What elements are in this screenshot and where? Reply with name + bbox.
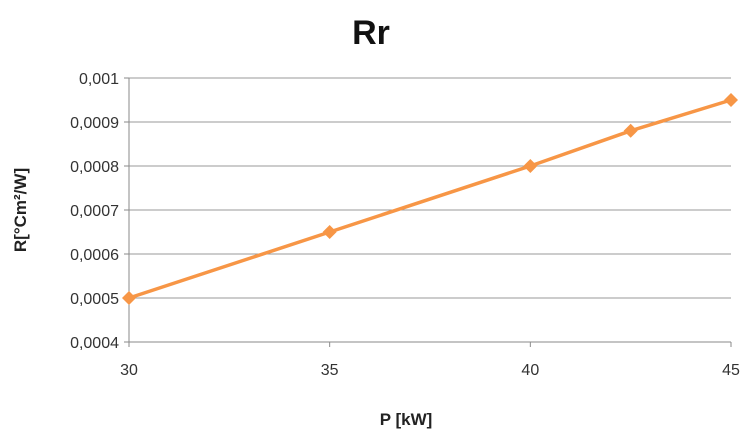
y-tick-label: 0,0006 (70, 247, 119, 264)
data-point-marker (122, 291, 136, 305)
data-point-marker (724, 93, 738, 107)
y-tick-labels: 0,0004 0,0005 0,0006 0,0007 0,0008 0,0009 0,00… (70, 71, 119, 352)
y-tick-label: 0,0009 (70, 115, 119, 132)
axes (124, 77, 732, 347)
series-group (122, 93, 738, 305)
x-tick-label: 40 (521, 362, 539, 379)
x-tick-label: 45 (722, 362, 740, 379)
series-line (127, 98, 733, 300)
y-tick-label: 0,0004 (70, 335, 119, 352)
gridlines (129, 77, 731, 299)
y-tick-label: 0,0007 (70, 203, 119, 220)
y-tick-label: 0,001 (79, 71, 119, 88)
y-tick-label: 0,0008 (70, 159, 119, 176)
x-tick-labels: 30 35 40 45 (120, 362, 740, 379)
x-tick-label: 30 (120, 362, 138, 379)
data-point-marker (623, 123, 638, 138)
data-point-marker (523, 159, 538, 173)
x-axis-label: P [kW] (380, 410, 433, 429)
data-point-marker (322, 225, 337, 239)
y-tick-label: 0,0005 (70, 291, 119, 308)
chart-title: Rr (352, 14, 390, 52)
y-axis-label: R[°Cm²/W] (11, 168, 30, 252)
x-tick-label: 35 (321, 362, 339, 379)
